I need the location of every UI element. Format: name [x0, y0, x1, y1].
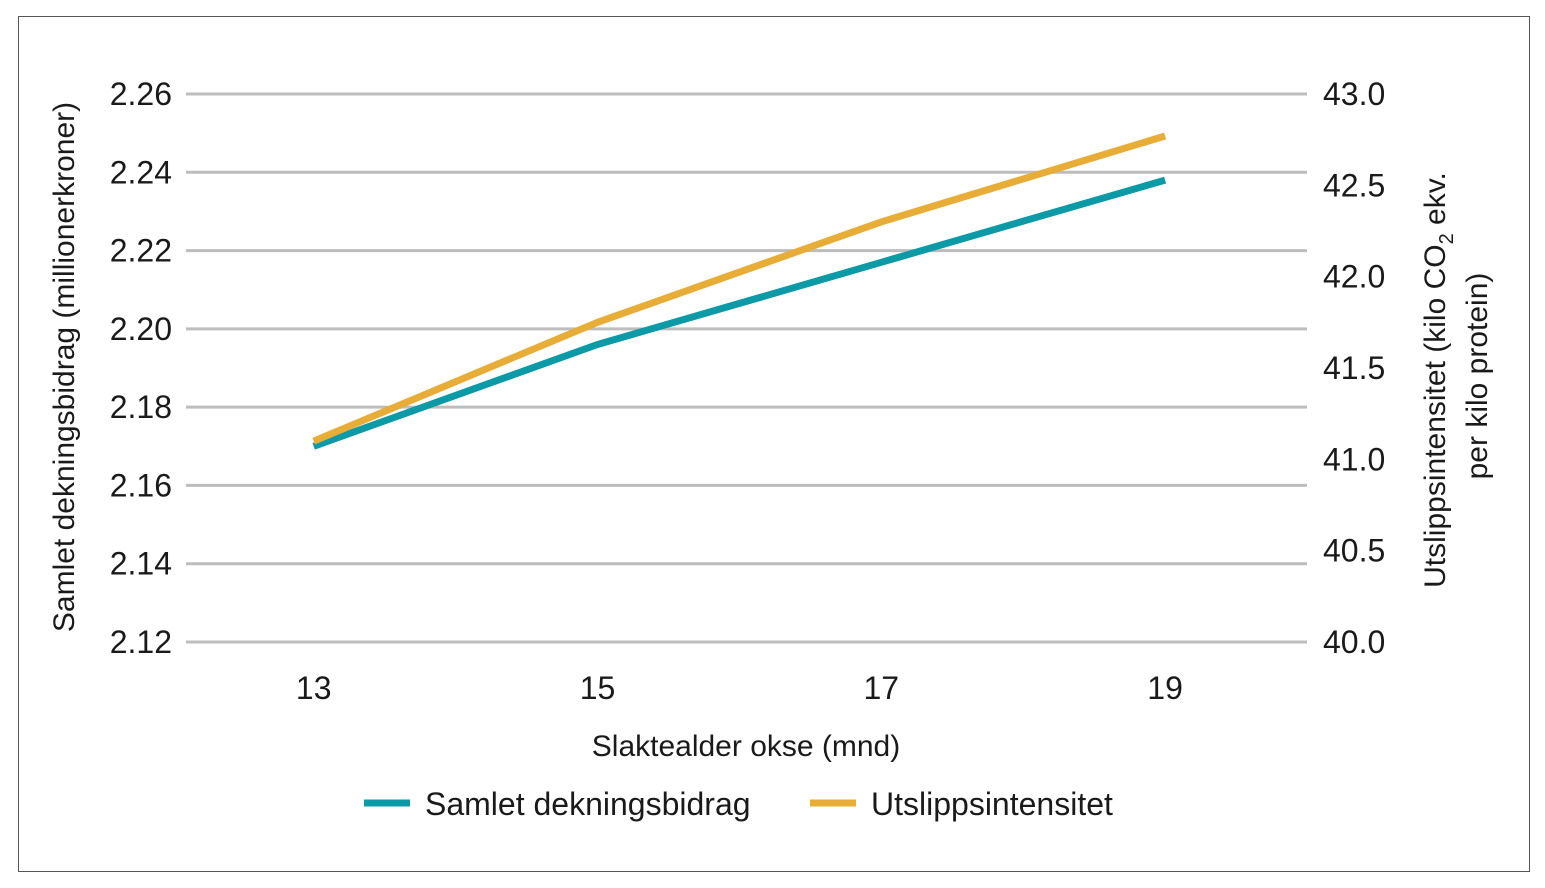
x-axis-ticks: 13 15 17 19 — [296, 670, 1183, 706]
x-tick-label-0: 13 — [296, 670, 332, 706]
left-tick-label-7: 2.26 — [110, 76, 172, 112]
left-tick-label-4: 2.20 — [110, 311, 172, 347]
left-tick-label-0: 2.12 — [110, 624, 172, 660]
left-tick-label-3: 2.18 — [110, 389, 172, 425]
right-axis-label-line1: Utslippsintensitet (kilo CO2 ekv. — [1419, 172, 1458, 588]
right-tick-label-6: 43.0 — [1323, 76, 1385, 112]
x-tick-label-2: 17 — [864, 670, 900, 706]
left-tick-label-5: 2.22 — [110, 233, 172, 269]
right-axis-label-line2: per kilo protein) — [1461, 273, 1494, 480]
x-tick-label-3: 19 — [1147, 670, 1183, 706]
series-lines — [312, 132, 1167, 450]
right-tick-label-5: 42.5 — [1323, 167, 1385, 203]
right-axis-label-pre: Utslippsintensitet (kilo CO — [1419, 244, 1452, 587]
left-tick-label-6: 2.24 — [110, 154, 172, 190]
legend: Samlet dekningsbidrag Utslippsintensitet — [364, 786, 1113, 822]
right-tick-label-1: 40.5 — [1323, 533, 1385, 569]
series-line-1 — [312, 132, 1167, 445]
left-axis-ticks: 2.12 2.14 2.16 2.18 2.20 2.22 2.24 2.26 — [110, 76, 172, 660]
left-axis-label: Samlet dekningsbidrag (millionerkroner) — [48, 102, 81, 632]
right-axis-label-post: ekv. — [1419, 172, 1452, 233]
gridlines — [186, 92, 1307, 644]
chart-frame — [18, 16, 1530, 872]
right-tick-label-4: 42.0 — [1323, 259, 1385, 295]
right-tick-label-3: 41.5 — [1323, 350, 1385, 386]
x-axis-label: Slaktealder okse (mnd) — [592, 730, 900, 763]
legend-label-samlet: Samlet dekningsbidrag — [425, 786, 751, 822]
series-line-0 — [312, 176, 1167, 450]
right-tick-label-2: 41.0 — [1323, 441, 1385, 477]
left-tick-label-2: 2.16 — [110, 467, 172, 503]
right-axis-ticks: 40.0 40.5 41.0 41.5 42.0 42.5 43.0 — [1323, 76, 1385, 660]
x-tick-label-1: 15 — [580, 670, 616, 706]
right-tick-label-0: 40.0 — [1323, 624, 1385, 660]
legend-label-utslipp: Utslippsintensitet — [871, 786, 1113, 822]
left-tick-label-1: 2.14 — [110, 546, 172, 582]
right-axis-label-sub: 2 — [1436, 233, 1458, 244]
